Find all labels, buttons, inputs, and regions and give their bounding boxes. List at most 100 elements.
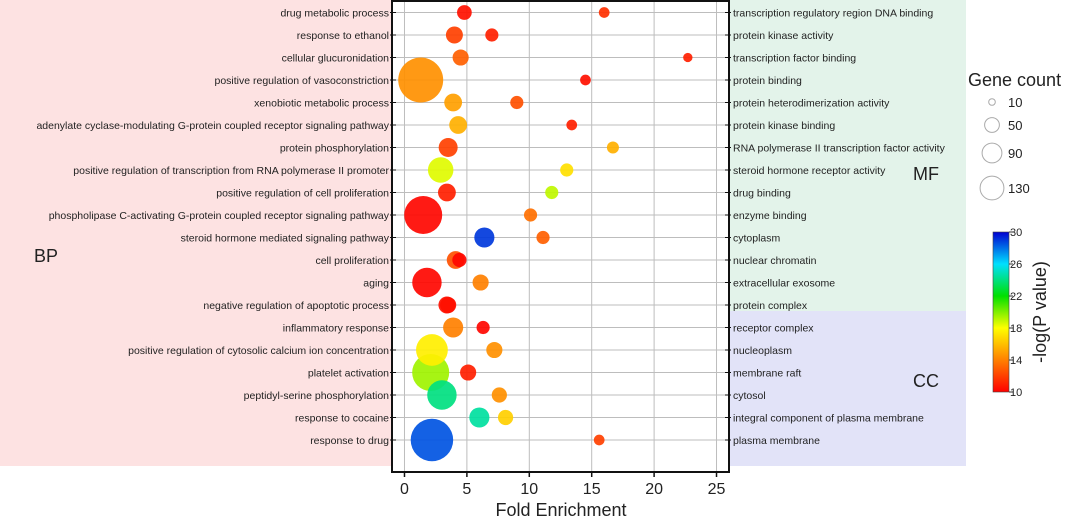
size-legend-circle <box>984 117 1000 133</box>
x-tick-label: 25 <box>708 481 726 498</box>
x-tick-label: 5 <box>462 481 471 498</box>
size-legend-label: 90 <box>1008 146 1022 161</box>
size-legend-label: 50 <box>1008 118 1022 133</box>
bubble-cc <box>476 320 490 335</box>
bubble-bp <box>398 57 444 103</box>
right-term-label: enzyme binding <box>733 210 807 222</box>
right-term-label: nucleoplasm <box>733 345 792 357</box>
left-term-label: xenobiotic metabolic process <box>254 98 389 110</box>
bubble-mf <box>560 163 574 177</box>
bubble-cc <box>440 296 457 314</box>
gene-count-legend-title: Gene count <box>968 70 1061 90</box>
bubble-cc <box>497 409 514 426</box>
right-term-label: nuclear chromatin <box>733 255 817 267</box>
bubble-mf <box>683 52 693 63</box>
right-term-label: protein kinase activity <box>733 30 834 42</box>
bubble-mf <box>606 141 619 154</box>
right-term-label: drug binding <box>733 188 791 200</box>
size-legend-label: 130 <box>1008 181 1030 196</box>
x-axis-title: Fold Enrichment <box>495 500 626 520</box>
x-tick-label: 10 <box>520 481 538 498</box>
colorbar-title: -log(P value) <box>1030 261 1050 363</box>
colorbar-gradient <box>992 231 1010 393</box>
bubble-bp <box>445 26 463 44</box>
right-term-label: RNA polymerase II transcription factor a… <box>733 143 946 155</box>
bubble-bp <box>416 334 448 366</box>
left-term-label: negative regulation of apoptotic process <box>203 300 389 312</box>
bubble-bp <box>474 227 495 248</box>
mf-panel <box>729 0 966 311</box>
bubble-cc <box>536 230 550 245</box>
bubble-mf <box>580 74 591 86</box>
left-term-label: cellular glucuronidation <box>282 53 390 65</box>
right-term-label: receptor complex <box>733 323 814 335</box>
bubble-mf <box>598 7 610 18</box>
left-term-label: inflammatory response <box>283 323 389 335</box>
left-term-label: phospholipase C-activating G-protein cou… <box>49 210 390 222</box>
bubble-bp <box>427 380 457 410</box>
group-label-cc: CC <box>913 371 939 391</box>
colorbar-tick-label: 14 <box>1010 355 1022 367</box>
colorbar-tick-label: 10 <box>1010 387 1022 399</box>
left-term-label: positive regulation of cytosolic calcium… <box>128 345 389 357</box>
right-term-label: transcription regulatory region DNA bind… <box>733 8 933 20</box>
right-term-label: integral component of plasma membrane <box>733 413 924 425</box>
bubble-cc <box>593 434 605 446</box>
group-label-mf: MF <box>913 164 939 184</box>
left-term-label: protein phosphorylation <box>280 143 389 155</box>
right-term-label: membrane raft <box>733 368 801 380</box>
bubble-bp <box>452 49 469 66</box>
size-legend-circle <box>981 142 1003 164</box>
left-term-label: drug metabolic process <box>280 8 389 20</box>
gene-count-legend: Gene count 10 50 90 130 <box>968 70 1061 201</box>
left-term-labels: drug metabolic process response to ethano… <box>36 8 396 447</box>
left-term-label: aging <box>363 278 389 290</box>
bubble-bp <box>404 196 443 234</box>
right-term-label: protein heterodimerization activity <box>733 98 890 110</box>
right-term-label: steroid hormone receptor activity <box>733 165 886 177</box>
right-term-label: extracellular exosome <box>733 278 835 290</box>
left-term-label: response to cocaine <box>295 413 389 425</box>
bubble-cc <box>491 387 507 403</box>
bp-panel <box>0 0 392 466</box>
bubble-cc <box>472 274 489 291</box>
bubble-bp <box>427 157 454 183</box>
size-legend-circle <box>979 175 1005 201</box>
right-term-label: plasma membrane <box>733 435 820 447</box>
right-term-label: cytosol <box>733 390 766 402</box>
right-term-label: protein complex <box>733 300 808 312</box>
right-term-label: cytoplasm <box>733 233 781 245</box>
colorbar-tick-label: 26 <box>1010 259 1022 271</box>
plot-frame <box>391 0 730 473</box>
bubble-mf <box>485 28 499 42</box>
bubble-bp <box>443 317 464 338</box>
bubble-bp <box>438 138 458 157</box>
colorbar-tick-label: 18 <box>1010 323 1022 335</box>
bubble-mf <box>510 95 524 110</box>
left-term-label: platelet activation <box>308 368 389 380</box>
bubble-bp <box>457 5 472 20</box>
bubble-cc <box>452 252 467 268</box>
bubble-bp <box>449 116 468 134</box>
bubble-bp <box>438 183 456 202</box>
size-legend-label: 10 <box>1008 95 1022 110</box>
colorbar-tick-label: 30 <box>1010 227 1022 239</box>
left-term-label: positive regulation of vasoconstriction <box>214 75 389 87</box>
x-axis: 0 5 10 15 20 25 <box>400 472 726 498</box>
group-label-bp: BP <box>34 246 58 266</box>
bubble-mf <box>545 185 559 200</box>
left-term-label: positive regulation of transcription fro… <box>73 165 389 177</box>
left-term-label: adenylate cyclase-modulating G-protein c… <box>36 120 389 132</box>
size-legend-circle <box>988 98 996 106</box>
left-term-label: peptidyl-serine phosphorylation <box>244 390 389 402</box>
grid-lines <box>392 1 729 472</box>
right-term-labels: transcription regulatory region DNA bind… <box>725 8 946 447</box>
left-term-label: response to drug <box>310 435 389 447</box>
right-term-label: protein binding <box>733 75 802 87</box>
colorbar-tick-label: 22 <box>1010 291 1022 303</box>
x-tick-label: 20 <box>645 481 663 498</box>
bubble-bp <box>469 407 490 428</box>
bubble-bp <box>412 267 442 298</box>
bubble-bp <box>410 418 454 462</box>
